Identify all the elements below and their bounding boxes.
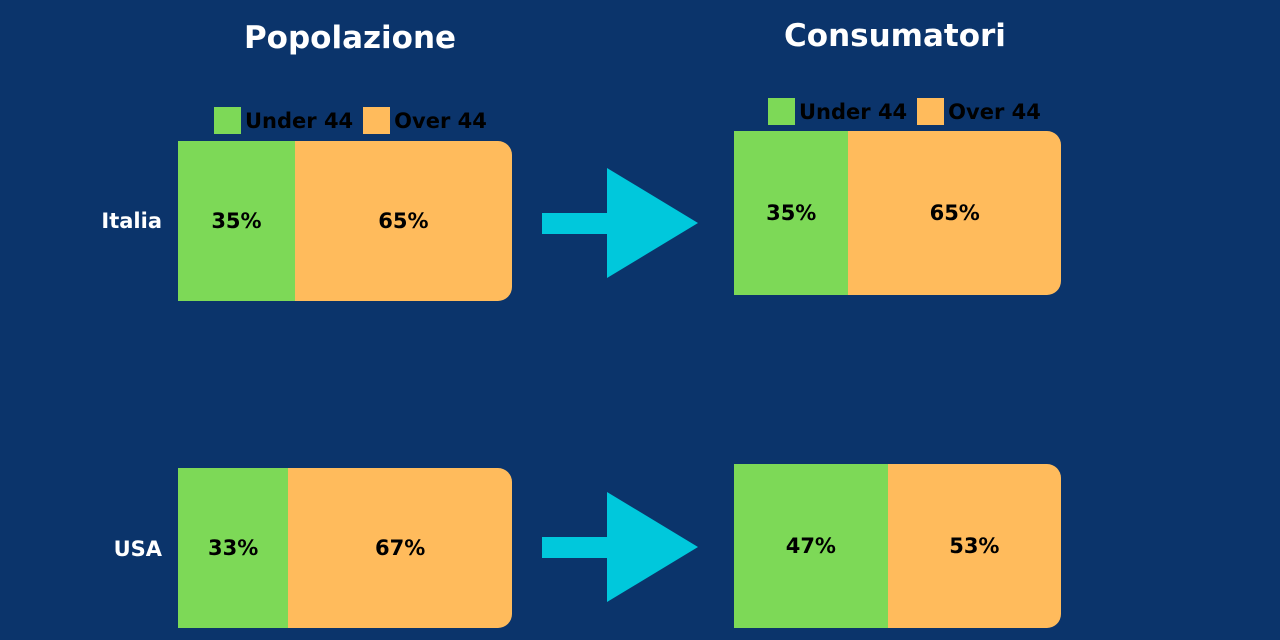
bar-segment-over44: 65% [848,131,1061,295]
legend-swatch-under44 [214,107,241,134]
stacked-bar-italia: 35% 65% [178,141,512,301]
bar-segment-under44: 35% [734,131,849,295]
title-consumatori: Consumatori [784,18,1006,54]
stacked-bar-italia: 35% 65% [734,131,1061,295]
bar-segment-under44: 47% [734,464,888,628]
legend-label-under44: Under 44 [245,108,354,133]
bar-segment-over44: 65% [294,141,512,301]
arrow-icon-usa [542,492,698,602]
arrow-icon-italia [542,168,698,278]
row-label-italia: Italia [101,209,162,233]
bar-segment-under44: 35% [178,141,295,301]
legend-left: Under 44 Over 44 [214,107,497,134]
stacked-bar-usa: 33% 67% [178,468,512,628]
bar-segment-over44: 67% [288,468,512,628]
bar-segment-over44: 53% [887,464,1061,628]
legend-label-over44: Over 44 [394,108,487,133]
legend-swatch-over44 [363,107,391,134]
stacked-bar-usa: 47% 53% [734,464,1061,628]
bar-segment-under44: 33% [178,468,289,628]
row-label-usa: USA [113,537,162,561]
legend-label-over44: Over 44 [948,99,1041,124]
legend-swatch-under44 [768,98,795,125]
legend-label-under44: Under 44 [799,99,908,124]
legend-swatch-over44 [917,98,945,125]
legend-right: Under 44 Over 44 [768,98,1051,125]
title-popolazione: Popolazione [243,20,457,56]
